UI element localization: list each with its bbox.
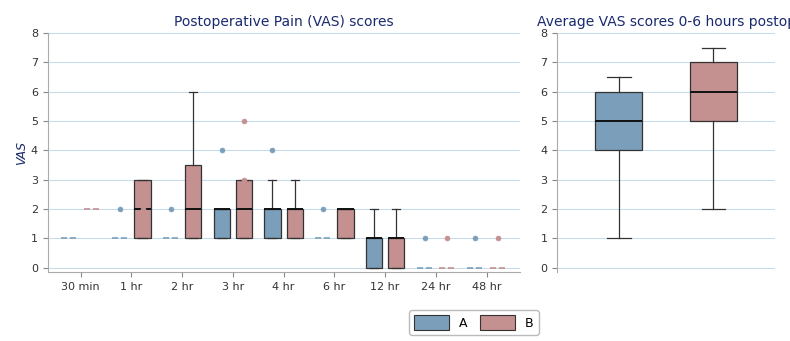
PathPatch shape [185,165,201,238]
PathPatch shape [134,180,151,238]
PathPatch shape [690,62,737,121]
PathPatch shape [213,209,230,238]
PathPatch shape [388,238,404,268]
Title: Average VAS scores 0-6 hours postop: Average VAS scores 0-6 hours postop [536,15,790,29]
PathPatch shape [236,180,252,238]
Title: Postoperative Pain (VAS) scores: Postoperative Pain (VAS) scores [174,15,393,29]
Y-axis label: VAS: VAS [15,140,28,165]
PathPatch shape [287,209,303,238]
PathPatch shape [595,92,642,150]
PathPatch shape [366,238,382,268]
PathPatch shape [265,209,280,238]
PathPatch shape [337,209,354,238]
Legend: A, B: A, B [409,310,539,335]
